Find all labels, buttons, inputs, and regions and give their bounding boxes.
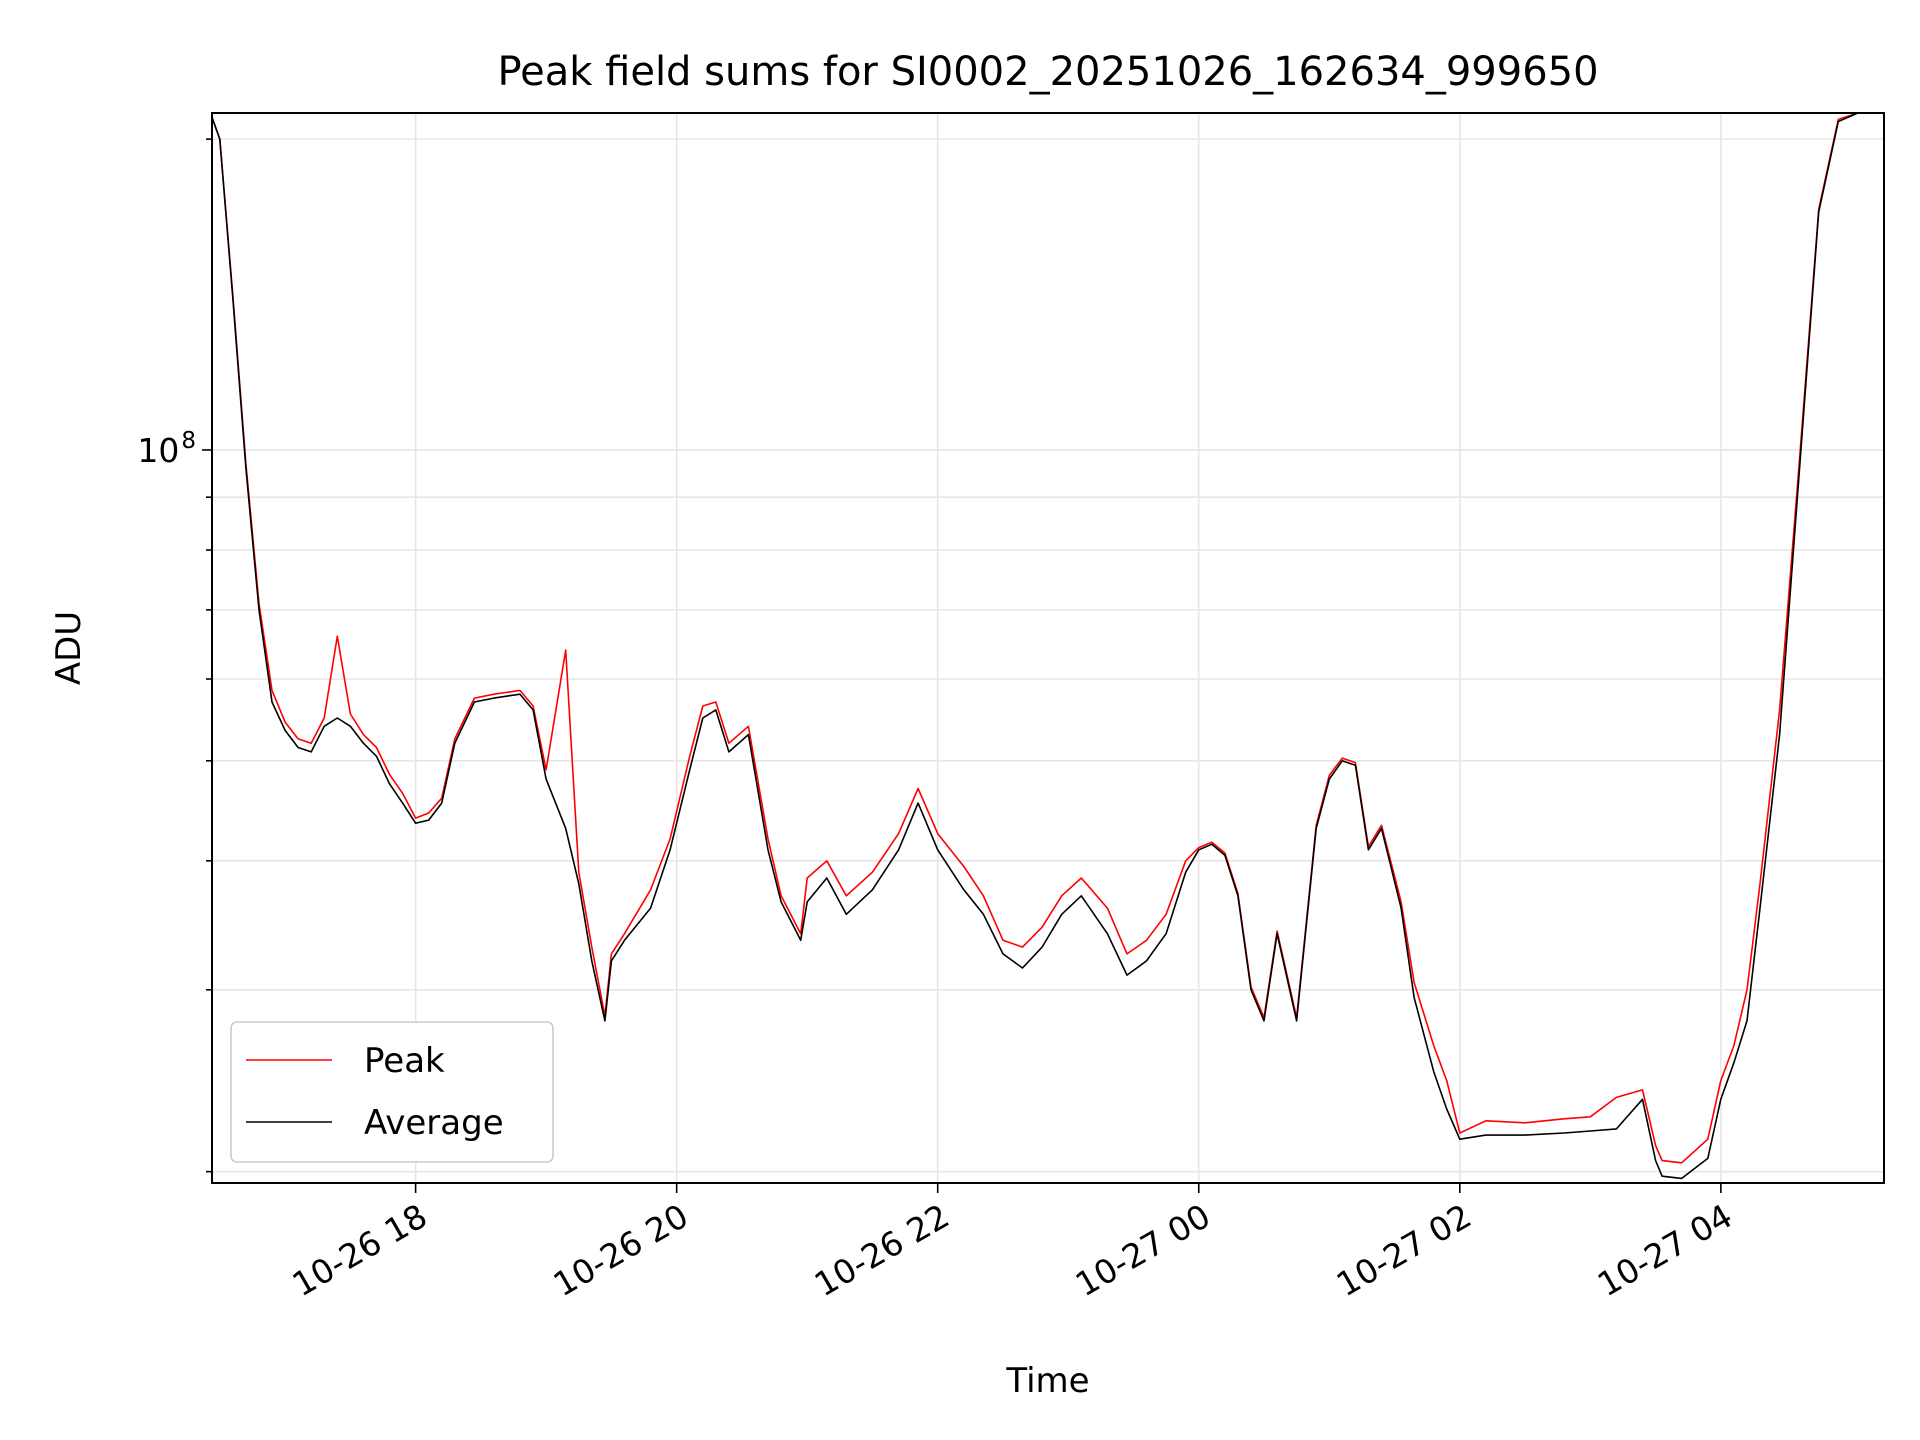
y-axis-ticks: 108	[137, 138, 212, 1173]
y-tick-label: 108	[137, 428, 196, 470]
axes-frame	[211, 112, 1885, 1184]
legend-label-peak: Peak	[364, 1041, 445, 1081]
series-line-peak	[212, 113, 1884, 1164]
legend-box	[230, 1021, 554, 1163]
y-axis-label: ADU	[49, 611, 89, 685]
legend: Peak Average	[230, 1021, 554, 1163]
x-axis-label: Time	[1005, 1361, 1089, 1401]
series-line-average	[212, 113, 1884, 1180]
chart-title: Peak field sums for SI0002_20251026_1626…	[497, 49, 1598, 95]
plot-area	[212, 113, 1884, 1183]
legend-label-average: Average	[364, 1103, 504, 1143]
grid	[212, 113, 1884, 1183]
